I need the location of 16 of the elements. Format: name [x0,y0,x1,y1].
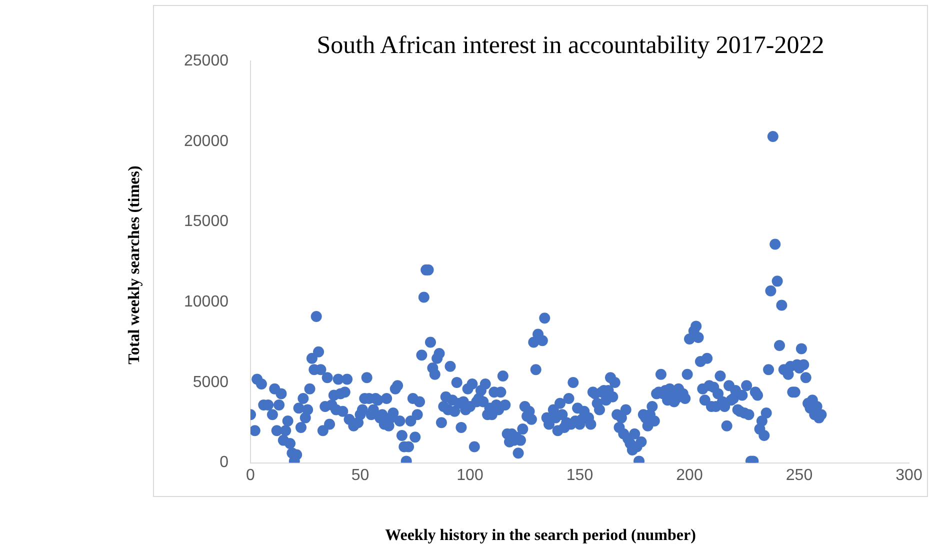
y-tick-label: 0 [220,454,229,472]
x-tick-label: 200 [676,466,703,484]
x-tick-label: 300 [896,466,922,484]
x-tick-label: 0 [246,466,256,484]
y-tick-label: 25000 [184,52,229,70]
y-tick-label: 15000 [184,213,229,230]
x-tick-label: 50 [351,466,370,484]
y-axis-title: Total weekly searches (times) [126,166,144,364]
x-tick-label: 150 [566,466,594,484]
y-tick-label: 5000 [192,374,229,391]
x-tick-label: 100 [456,466,484,484]
y-tick-label: 20000 [184,132,229,150]
y-tick-label: 10000 [184,293,229,310]
chart-title: South African interest in accountability 2017-2022 [316,32,824,59]
x-axis-title: Weekly history in the search period (number) [384,527,697,545]
x-tick-label: 250 [786,466,813,484]
